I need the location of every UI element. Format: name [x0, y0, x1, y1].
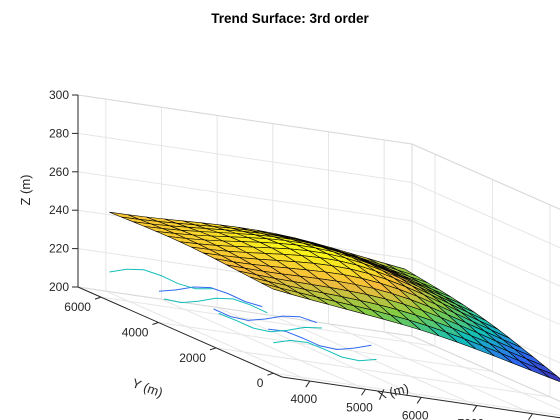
- x-tick-mark: [305, 380, 311, 388]
- axes-edge: [77, 286, 413, 337]
- y-tick-label: 2000: [179, 351, 206, 365]
- trend-surface: [109, 211, 560, 383]
- axis-line: [77, 286, 283, 378]
- axes-edge: [411, 143, 560, 210]
- chart-title: Trend Surface: 3rd order: [211, 11, 369, 26]
- contour-line: [273, 339, 377, 362]
- axes-edge: [411, 335, 560, 402]
- z-tick-label: 200: [49, 280, 69, 294]
- axis-ticks: 4000500060007000800090000200040006000200…: [49, 88, 533, 420]
- y-tick-label: 4000: [122, 325, 149, 339]
- y-tick-mark: [152, 322, 159, 325]
- contour-line: [218, 312, 322, 333]
- grid-line: [411, 181, 560, 249]
- x-tick-label: 5000: [346, 400, 373, 414]
- contour-line: [268, 328, 372, 351]
- x-tick-label: 7000: [457, 417, 484, 420]
- y-tick-mark: [209, 347, 217, 351]
- grid-line: [273, 372, 560, 416]
- y-tick-label: 6000: [64, 300, 91, 314]
- z-tick-label: 260: [49, 165, 69, 179]
- x-tick-mark: [472, 405, 478, 412]
- y-tick-mark: [94, 296, 102, 300]
- grid-line: [100, 296, 436, 347]
- z-tick-label: 280: [49, 126, 69, 140]
- y-tick-label: 0: [257, 376, 264, 390]
- y-axis-label: Y (m): [130, 375, 165, 400]
- grid-line: [411, 220, 560, 287]
- z-tick-label: 220: [49, 242, 69, 256]
- x-tick-label: 4000: [290, 392, 317, 406]
- x-axis-label: X (m): [376, 381, 410, 403]
- contour-line: [213, 308, 317, 324]
- grid-line: [215, 347, 550, 398]
- contour-line: [158, 286, 263, 308]
- z-axis-label: Z (m): [18, 174, 33, 205]
- axis-line: [281, 376, 560, 419]
- contour-line: [163, 297, 268, 314]
- grid-line: [216, 306, 422, 398]
- grid-line: [411, 258, 560, 326]
- grid-line: [272, 315, 478, 407]
- grid-line: [328, 323, 533, 415]
- axes-edge: [77, 94, 413, 145]
- y-tick-mark: [267, 372, 274, 376]
- surface-patch: [537, 368, 560, 383]
- x-tick-mark: [416, 397, 422, 404]
- grid-line: [105, 290, 311, 382]
- contour-line: [109, 268, 213, 290]
- x-tick-mark: [528, 413, 533, 420]
- x-tick-label: 6000: [402, 408, 429, 420]
- grid-line: [161, 298, 366, 390]
- axes-front-box: [77, 95, 560, 419]
- z-tick-label: 300: [49, 88, 69, 102]
- contour-projection: [109, 268, 377, 362]
- grid-line: [383, 331, 560, 411]
- grid-line: [77, 171, 413, 222]
- z-tick-label: 240: [49, 203, 69, 217]
- x-tick-mark: [361, 388, 366, 396]
- grid-line: [77, 132, 413, 183]
